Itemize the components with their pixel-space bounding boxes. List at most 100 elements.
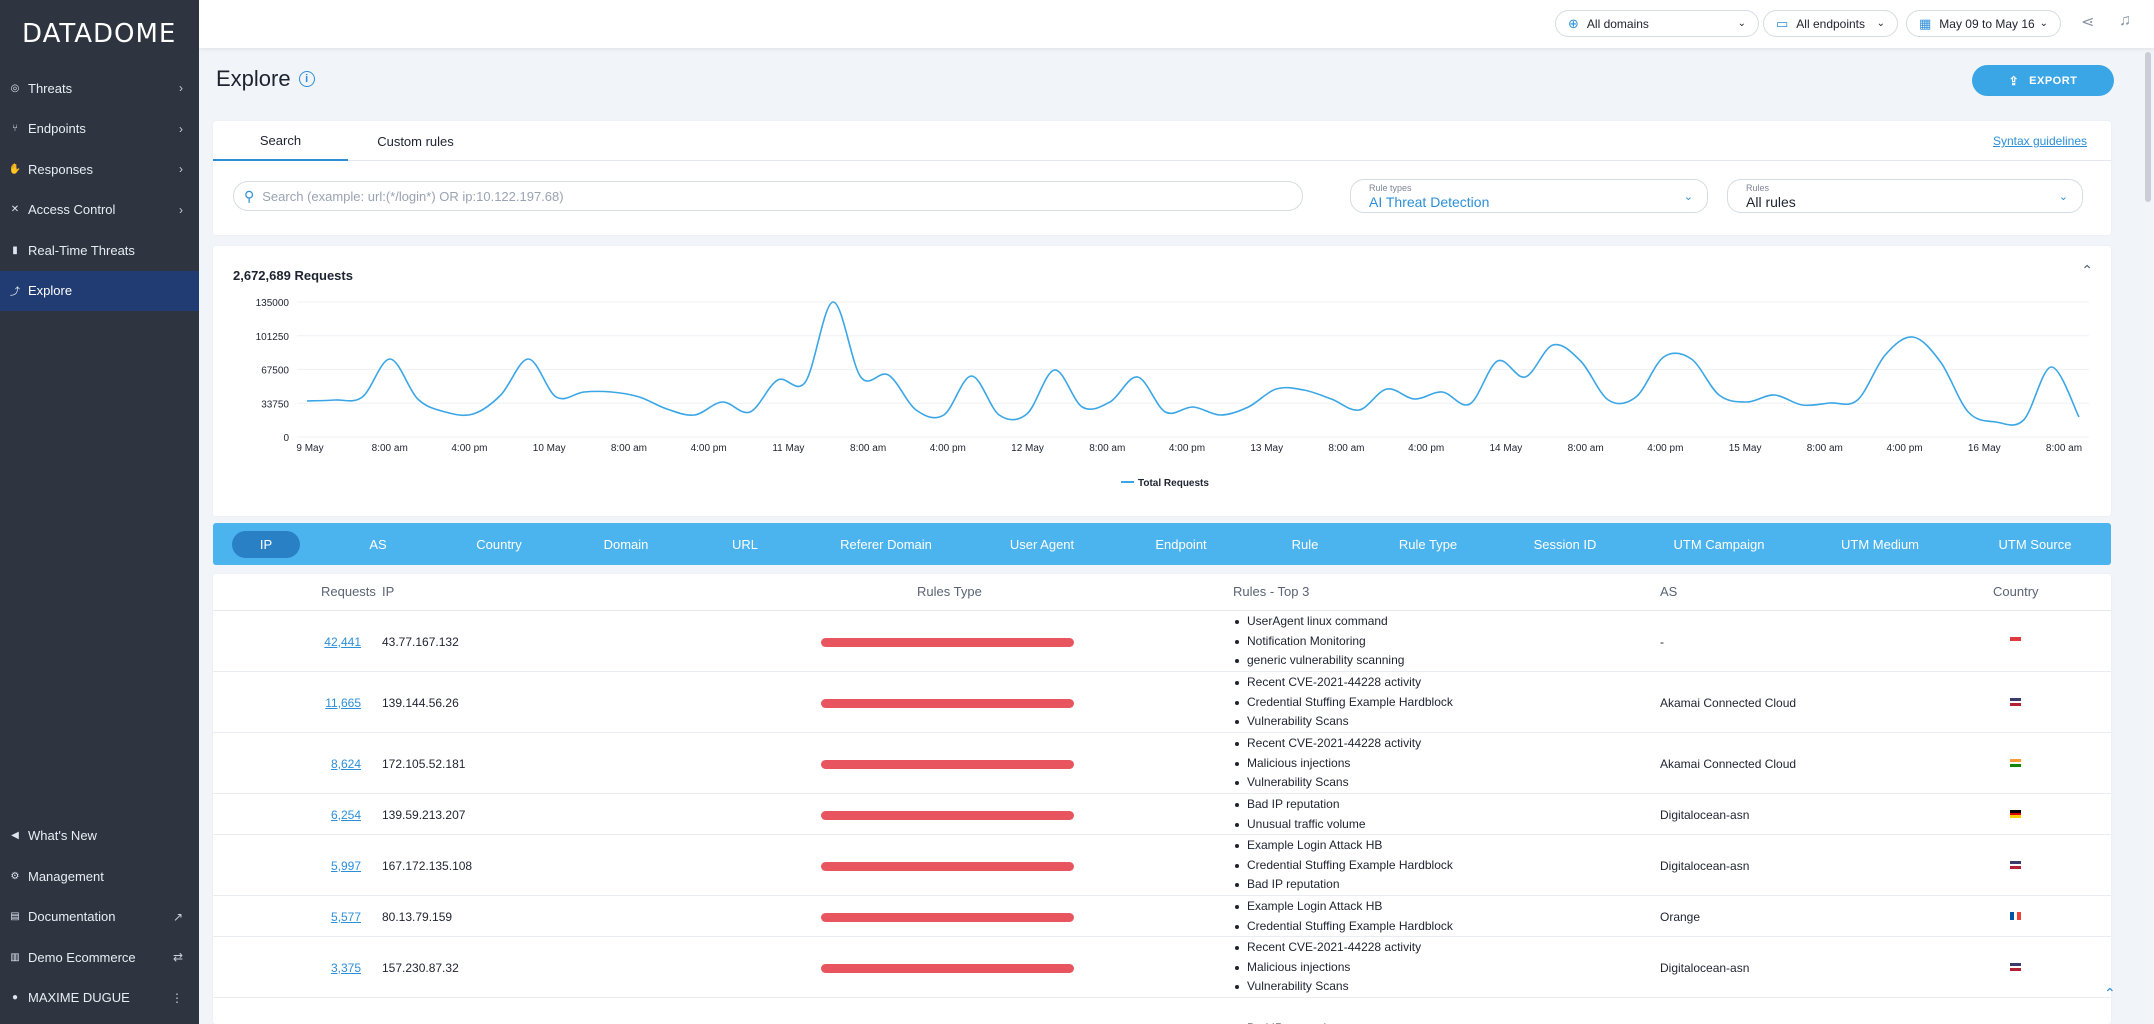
requests-count-link[interactable]: 8,624 [330,756,361,771]
table-row[interactable]: Bad IP reputation [213,998,2111,1024]
explore-icon: ⤴ [10,287,20,299]
col-header-as[interactable]: AS [1660,584,1678,599]
y-tick-label: 135000 [256,298,290,309]
sidebar-item-management[interactable]: ⚙ Management [0,856,199,897]
datadome-logo[interactable]: DATADOME [22,19,177,49]
sidebar-item-explore[interactable]: ⤴ Explore [0,270,199,311]
country-flag-icon [2010,911,2021,920]
col-header-requests[interactable]: Requests [321,584,376,599]
dimension-tab-url[interactable]: URL [731,537,759,552]
chevron-right-icon: › [179,81,183,96]
col-header-country[interactable]: Country [1993,584,2039,599]
dimension-tab-utm-source[interactable]: UTM Source [1998,537,2072,552]
x-tick-label: 8:00 am [1807,443,1843,454]
x-tick-label: 16 May [1968,443,2001,454]
sidebar-item-label: Management [28,868,104,884]
series-line-total-requests[interactable] [306,301,2080,426]
sidebar-item-documentation[interactable]: ▤ Documentation ↗ [0,897,199,938]
upload-icon: ⇪ [2008,73,2020,88]
x-tick-label: 9 May [296,443,323,454]
dimension-tab-utm-campaign[interactable]: UTM Campaign [1673,537,1765,552]
dimension-tab-utm-medium[interactable]: UTM Medium [1840,537,1920,552]
rules-select[interactable]: Rules All rules ⌄ [1727,179,2083,213]
col-header-rules-top3[interactable]: Rules - Top 3 [1233,584,1310,599]
sidebar-item-access-control[interactable]: ✕ Access Control › [0,190,199,231]
search-field[interactable]: ⚲ [233,181,1303,211]
domains-select[interactable]: ⊕ All domains ⌄ [1555,10,1759,37]
country-flag-icon [2010,697,2021,706]
x-tick-label: 8:00 am [1089,443,1125,454]
requests-count-link[interactable]: 11,665 [325,695,361,710]
dimension-tab-as[interactable]: AS [369,537,387,552]
rule-item: Credential Stuffing Example Hardblock [1233,856,1453,876]
x-tick-label: 8:00 am [2046,443,2082,454]
as-name: Digitalocean-asn [1660,858,1750,873]
rule-item: Vulnerability Scans [1233,773,1421,793]
table-row[interactable]: 3,375 157.230.87.32 Recent CVE-2021-44228 … [213,937,2111,998]
requests-count-link[interactable]: 6,254 [330,807,361,822]
endpoints-select[interactable]: ▭ All endpoints ⌄ [1763,10,1898,37]
rules-top3-list: Recent CVE-2021-44228 activity Credential… [1233,673,1453,732]
page-scrollbar[interactable] [2145,52,2151,202]
scroll-top-icon[interactable]: ⌃ [2104,985,2116,1001]
rule-item: Bad IP reputation [1233,1019,1340,1024]
requests-count-link[interactable]: 42,441 [324,634,361,649]
sidebar-item-what-s-new[interactable]: ◀ What's New [0,816,199,857]
rule-types-select[interactable]: Rule types AI Threat Detection ⌄ [1350,179,1708,213]
country-flag-icon [2010,809,2021,818]
dimension-tab-country[interactable]: Country [476,537,522,552]
col-header-rules-type[interactable]: Rules Type [917,584,982,599]
dimension-tab-user-agent[interactable]: User Agent [1009,537,1075,552]
x-tick-label: 4:00 pm [451,443,487,454]
search-input[interactable] [262,188,1302,204]
bell-icon[interactable]: ♫ [2119,12,2131,29]
x-tick-label: 11 May [772,443,804,454]
country-flag-icon [2010,962,2021,971]
col-header-ip[interactable]: IP [382,584,395,599]
sidebar-item-threats[interactable]: ◎ Threats › [0,68,199,109]
requests-count-link[interactable]: 5,997 [330,858,361,873]
dimension-tab-rule[interactable]: Rule [1291,537,1319,552]
info-icon[interactable]: i [298,71,315,87]
x-tick-label: 14 May [1490,443,1523,454]
dimension-tab-session-id[interactable]: Session ID [1533,537,1597,552]
table-row[interactable]: 5,577 80.13.79.159 Example Login Attack HB… [213,896,2111,937]
rules-type-bar [821,759,1074,769]
export-button[interactable]: ⇪ EXPORT [1972,65,2114,96]
date-range-select[interactable]: ▦ May 09 to May 16 ⌄ [1906,10,2061,37]
dimension-tab-domain[interactable]: Domain [603,537,649,552]
legend-label[interactable]: Total Requests [1138,478,1209,489]
table-row[interactable]: 5,997 167.172.135.108 Example Login Attack… [213,835,2111,896]
sidebar-item-label: Responses [28,161,94,177]
dimension-tab-endpoint[interactable]: Endpoint [1155,537,1207,552]
table-row[interactable]: 11,665 139.144.56.26 Recent CVE-2021-44228… [213,672,2111,733]
as-name: Orange [1660,909,1701,924]
chevron-up-icon[interactable]: ⌃ [2081,262,2093,278]
sidebar-item-endpoints[interactable]: ⑂ Endpoints › [0,109,199,150]
requests-count-link[interactable]: 5,577 [330,909,361,924]
requests-count-link[interactable]: 3,375 [330,960,361,975]
sidebar-item-maxime-dugue[interactable]: ● MAXIME DUGUE ⋮ [0,978,199,1019]
rule-item: Credential Stuffing Example Hardblock [1233,693,1453,713]
chevron-down-icon: ⌄ [2058,191,2068,203]
rules-top3-list: Recent CVE-2021-44228 activity Malicious … [1233,938,1421,997]
dimension-tab-ip[interactable]: IP [232,531,300,558]
x-tick-label: 4:00 pm [1647,443,1683,454]
syntax-guidelines-link[interactable]: Syntax guidelines [1992,134,2087,148]
rule-item: Credential Stuffing Example Hardblock [1233,917,1453,937]
table-row[interactable]: 6,254 139.59.213.207 Bad IP reputation Unus… [213,794,2111,835]
y-tick-label: 0 [283,433,289,444]
sidebar-item-demo-ecommerce[interactable]: ▥ Demo Ecommerce ⇄ [0,937,199,978]
sidebar-item-real-time-threats[interactable]: ▮ Real-Time Threats [0,230,199,271]
table-row[interactable]: 8,624 172.105.52.181 Recent CVE-2021-44228… [213,733,2111,794]
tab-search[interactable]: Search [213,121,348,161]
table-row[interactable]: 42,441 43.77.167.132 UserAgent linux comma… [213,611,2111,672]
share-icon[interactable]: ⋖ [2081,14,2095,31]
tab-custom-rules[interactable]: Custom rules [377,133,454,149]
dimension-tab-referer-domain[interactable]: Referer Domain [840,537,932,552]
sidebar-item-responses[interactable]: ✋ Responses › [0,149,199,190]
requests-line-chart: 0 33750 67500 101250 135000 9 May 8:00 am 4:00 … [256,298,2089,489]
sidebar-item-label: Documentation [28,909,116,925]
rules-type-bar [821,698,1074,708]
dimension-tab-rule-type[interactable]: Rule Type [1398,537,1458,552]
